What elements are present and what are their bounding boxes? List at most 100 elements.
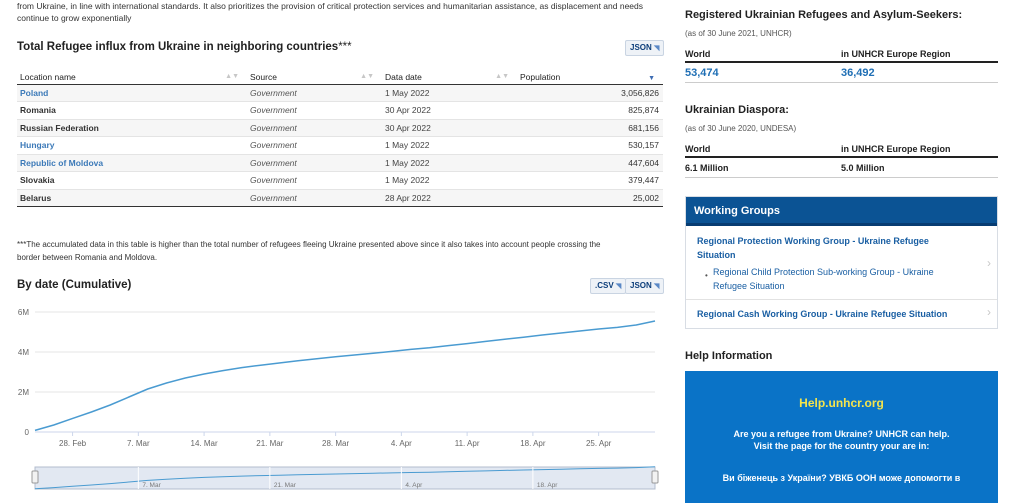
x-tick-label: 11. Apr — [455, 439, 480, 448]
x-tick-label: 18. Apr — [520, 439, 546, 448]
sort-icon: ▲▼ — [360, 73, 374, 80]
registered-header: World in UNHCR Europe Region — [685, 46, 998, 63]
diaspora-europe-value: 5.0 Million — [841, 162, 885, 173]
row-source: Government — [247, 119, 382, 137]
diaspora-world-value: 6.1 Million — [685, 162, 729, 173]
influx-json-button[interactable]: JSON ◥ — [625, 40, 665, 56]
sort-desc-icon: ▼ — [648, 75, 655, 82]
row-source: Government — [247, 189, 382, 207]
x-tick-label: 4. Apr — [391, 439, 412, 448]
row-source: Government — [247, 101, 382, 120]
rss-icon: ◥ — [615, 283, 622, 290]
diaspora-subtitle: (as of 30 June 2020, UNDESA) — [685, 124, 797, 133]
rss-icon: ◥ — [654, 45, 660, 52]
row-population: 825,874 — [517, 101, 663, 120]
row-source: Government — [247, 84, 382, 102]
refugee-table: Location name ▲▼ Source ▲▼ Data date ▲▼ Pop… — [17, 70, 663, 207]
table-row: Russian Federation Government 30 Apr 2022 6… — [17, 119, 663, 137]
row-location: Belarus — [17, 189, 247, 207]
row-date: 28 Apr 2022 — [382, 189, 517, 207]
navigator-tick-label: 21. Mar — [274, 482, 297, 489]
chevron-right-icon: › — [987, 305, 991, 319]
table-row: Hungary Government 1 May 2022 530,157 — [17, 136, 663, 155]
x-tick-label: 7. Mar — [127, 439, 150, 448]
row-date: 1 May 2022 — [382, 171, 517, 190]
intro-text: from Ukraine, in line with international… — [17, 1, 644, 23]
diaspora-title: Ukrainian Diaspora: — [685, 104, 789, 116]
navigator-tick-label: 7. Mar — [142, 482, 161, 489]
y-tick-label: 2M — [18, 388, 29, 397]
working-groups-header: Working Groups — [686, 197, 997, 226]
navigator-right-handle[interactable] — [651, 470, 659, 484]
row-location: Russian Federation — [17, 119, 247, 137]
table-footnote: ***The accumulated data in this table is… — [17, 240, 601, 262]
col-header-location[interactable]: Location name ▲▼ — [17, 70, 247, 85]
row-source: Government — [247, 171, 382, 190]
row-population: 447,604 — [517, 154, 663, 172]
x-tick-label: 28. Feb — [59, 439, 87, 448]
diaspora-values: 6.1 Million 5.0 Million — [685, 158, 998, 178]
row-population: 379,447 — [517, 171, 663, 190]
registered-values: 53,474 36,492 — [685, 63, 998, 83]
y-tick-label: 0 — [25, 428, 30, 437]
bullet-icon: • — [705, 271, 708, 280]
chart-svg: 0 2M 4M 6M 28. Feb 7. Mar 14. Mar 21. Mar 28. Ma… — [18, 308, 659, 490]
x-tick-label: 25. Apr — [586, 439, 612, 448]
registered-subtitle: (as of 30 June 2021, UNHCR) — [685, 29, 792, 38]
wg-item-protection[interactable]: Regional Protection Working Group - Ukra… — [697, 236, 991, 291]
table-row: Romania Government 30 Apr 2022 825,874 — [17, 101, 663, 120]
csv-button[interactable]: .CSV ◥ — [590, 278, 627, 294]
navigator-tick-label: 4. Apr — [405, 482, 423, 489]
table-row: Slovakia Government 1 May 2022 379,447 — [17, 171, 663, 190]
help-title: Help Information — [685, 350, 773, 362]
help-link[interactable]: Help.unhcr.org — [799, 396, 884, 410]
working-groups-panel: Working Groups Regional Protection Worki… — [685, 196, 998, 329]
cumulative-chart: 0 2M 4M 6M 28. Feb 7. Mar 14. Mar 21. Mar 28. Ma… — [17, 300, 663, 500]
sort-icon: ▲▼ — [225, 73, 239, 80]
row-location: Romania — [17, 101, 247, 120]
series-line — [34, 320, 656, 432]
table-row: Republic of Moldova Government 1 May 2022 4… — [17, 154, 663, 172]
chart-json-button[interactable]: JSON ◥ — [625, 278, 665, 294]
x-tick-label: 14. Mar — [191, 439, 218, 448]
wg-item-cash[interactable]: Regional Cash Working Group - Ukraine Re… — [697, 305, 991, 319]
sort-icon: ▲▼ — [495, 73, 509, 80]
registered-europe-value: 36,492 — [841, 66, 875, 79]
table-row: Belarus Government 28 Apr 2022 25,002 — [17, 189, 663, 207]
table-row: Poland Government 1 May 2022 3,056,826 — [17, 84, 663, 102]
help-box: Help.unhcr.org Are you a refugee from Uk… — [685, 371, 998, 503]
rss-icon: ◥ — [654, 283, 660, 290]
x-tick-label: 28. Mar — [322, 439, 349, 448]
row-date: 1 May 2022 — [382, 84, 517, 102]
left-column: from Ukraine, in line with international… — [17, 0, 665, 490]
col-header-source[interactable]: Source ▲▼ — [247, 70, 382, 85]
help-text: Are you a refugee from Ukraine? UNHCR ca… — [733, 429, 950, 451]
help-ukrainian-text: Ви біженець з України? УВКБ ООН може доп… — [722, 473, 961, 483]
row-source: Government — [247, 136, 382, 155]
row-population: 530,157 — [517, 136, 663, 155]
navigator-tick-label: 18. Apr — [537, 482, 558, 489]
col-header-population[interactable]: Population ▼ — [517, 70, 663, 85]
row-date: 30 Apr 2022 — [382, 101, 517, 120]
by-date-title: By date (Cumulative) — [17, 279, 132, 291]
influx-title: Total Refugee influx from Ukraine in nei… — [17, 41, 352, 53]
row-source: Government — [247, 154, 382, 172]
row-location[interactable]: Republic of Moldova — [17, 154, 247, 172]
row-date: 30 Apr 2022 — [382, 119, 517, 137]
row-location: Slovakia — [17, 171, 247, 190]
col-header-date[interactable]: Data date ▲▼ — [382, 70, 517, 85]
chevron-right-icon: › — [987, 256, 991, 270]
navigator-left-handle[interactable] — [31, 470, 39, 484]
row-population: 3,056,826 — [517, 84, 663, 102]
y-tick-label: 6M — [18, 308, 29, 317]
diaspora-header: World in UNHCR Europe Region — [685, 141, 998, 158]
row-date: 1 May 2022 — [382, 154, 517, 172]
registered-title: Registered Ukrainian Refugees and Asylum… — [685, 9, 963, 21]
y-tick-label: 4M — [18, 348, 29, 357]
row-location[interactable]: Hungary — [17, 136, 247, 155]
row-location[interactable]: Poland — [17, 84, 247, 102]
x-tick-label: 21. Mar — [256, 439, 283, 448]
wg-subitem-child-protection[interactable]: • Regional Child Protection Sub-working … — [705, 267, 934, 291]
registered-world-value: 53,474 — [685, 66, 719, 79]
row-population: 25,002 — [517, 189, 663, 207]
